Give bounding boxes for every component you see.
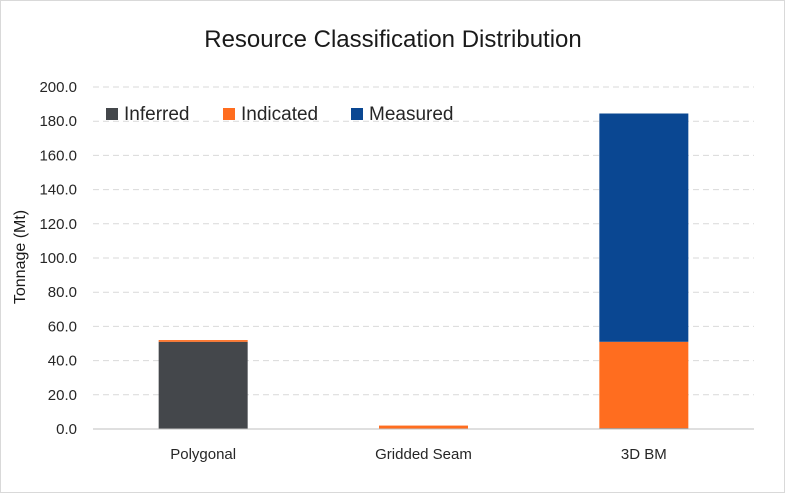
legend-swatch <box>351 108 363 120</box>
bar-segment <box>599 341 689 429</box>
chart-title: Resource Classification Distribution <box>204 26 581 53</box>
y-tick-label: 40.0 <box>48 353 77 370</box>
x-category-label: Polygonal <box>170 446 236 463</box>
x-category-label: Gridded Seam <box>375 446 472 463</box>
y-tick-label: 80.0 <box>48 284 77 301</box>
y-tick-label: 180.0 <box>39 113 77 130</box>
y-tick-label: 60.0 <box>48 318 77 335</box>
legend-swatch <box>223 108 235 120</box>
legend-label: Indicated <box>241 104 318 125</box>
bars <box>158 113 689 429</box>
bar-segment <box>158 340 248 342</box>
y-tick-label: 140.0 <box>39 182 77 199</box>
legend-label: Inferred <box>124 104 189 125</box>
y-axis-ticks: 0.0 20.0 40.0 60.0 80.0 100.0 120.0 140.0 160.0 1… <box>39 79 77 438</box>
bar-segment <box>379 425 468 429</box>
bar-segment <box>599 113 689 342</box>
legend-label: Measured <box>369 104 454 125</box>
legend-swatch <box>106 108 118 120</box>
legend: Inferred Indicated Measured <box>106 104 454 125</box>
bar-segment <box>158 341 248 429</box>
y-tick-label: 0.0 <box>56 421 77 438</box>
y-tick-label: 120.0 <box>39 216 77 233</box>
x-axis-categories: Polygonal Gridded Seam 3D BM <box>170 446 667 463</box>
y-tick-label: 100.0 <box>39 250 77 267</box>
y-tick-label: 200.0 <box>39 79 77 96</box>
y-axis-label: Tonnage (Mt) <box>12 210 29 304</box>
x-category-label: 3D BM <box>621 446 667 463</box>
y-tick-label: 160.0 <box>39 147 77 164</box>
y-tick-label: 20.0 <box>48 387 77 404</box>
